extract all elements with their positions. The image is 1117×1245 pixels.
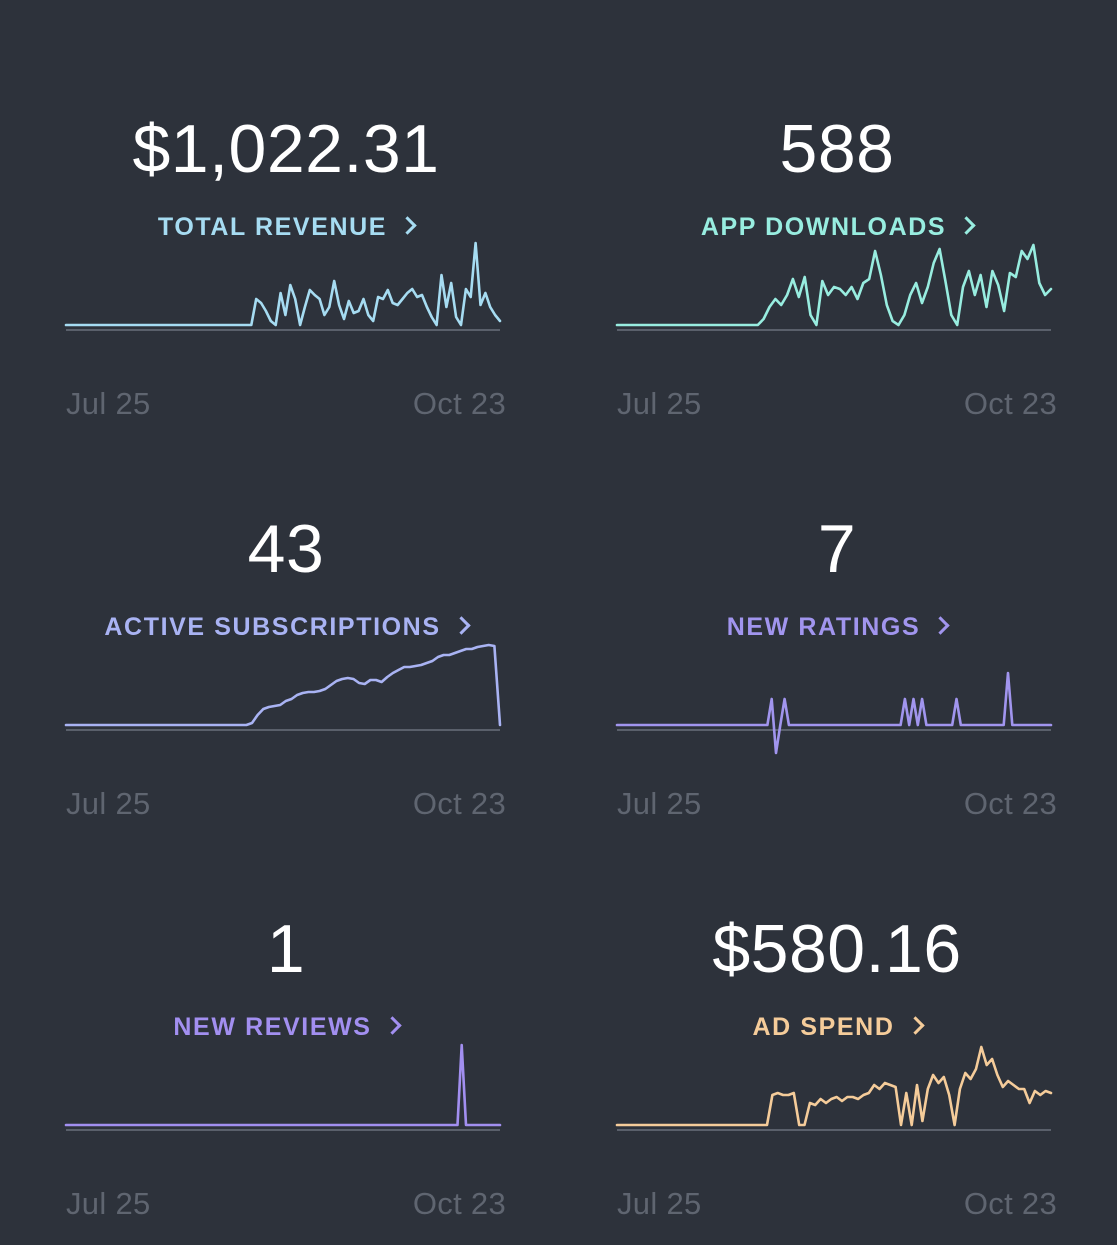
subscriptions-start-date: Jul 25 xyxy=(66,786,151,821)
reviews-card[interactable]: 1 NEW REVIEWS Jul 25 Oct 23 xyxy=(64,845,506,1245)
ratings-start-date: Jul 25 xyxy=(617,786,702,821)
ratings-sparkline xyxy=(615,671,1053,755)
reviews-value: 1 xyxy=(266,911,306,987)
revenue-value: $1,022.31 xyxy=(132,111,440,187)
series-line xyxy=(615,671,1053,755)
chevron-right-icon xyxy=(451,616,471,635)
ratings-end-date: Oct 23 xyxy=(963,786,1057,821)
adspend-end-date: Oct 23 xyxy=(963,1186,1057,1221)
subscriptions-label: ACTIVE SUBSCRIPTIONS xyxy=(104,613,441,641)
reviews-start-date: Jul 25 xyxy=(66,1186,151,1221)
downloads-link[interactable]: APP DOWNLOADS xyxy=(617,215,1057,240)
ratings-label: NEW RATINGS xyxy=(726,613,921,641)
adspend-label: AD SPEND xyxy=(752,1013,895,1041)
adspend-value: $580.16 xyxy=(712,911,962,987)
ratings-card[interactable]: 7 NEW RATINGS Jul 25 Oct 23 xyxy=(615,445,1057,845)
series-line xyxy=(615,243,1053,327)
reviews-label: NEW REVIEWS xyxy=(173,1013,372,1041)
series-line xyxy=(64,643,502,727)
downloads-label: APP DOWNLOADS xyxy=(700,213,947,241)
subscriptions-sparkline xyxy=(64,643,502,731)
adspend-link[interactable]: AD SPEND xyxy=(617,1015,1057,1040)
reviews-end-date: Oct 23 xyxy=(412,1186,506,1221)
subscriptions-end-date: Oct 23 xyxy=(412,786,506,821)
revenue-label: TOTAL REVENUE xyxy=(157,213,388,241)
chevron-right-icon xyxy=(957,216,976,235)
series-line xyxy=(615,1045,1053,1127)
subscriptions-value: 43 xyxy=(247,511,325,587)
ratings-link[interactable]: NEW RATINGS xyxy=(617,615,1057,640)
downloads-sparkline xyxy=(615,243,1053,331)
chevron-right-icon xyxy=(382,1016,402,1035)
adspend-start-date: Jul 25 xyxy=(617,1186,702,1221)
downloads-end-date: Oct 23 xyxy=(963,386,1057,421)
subscriptions-card[interactable]: 43 ACTIVE SUBSCRIPTIONS Jul 25 Oct 23 xyxy=(64,445,506,845)
downloads-card[interactable]: 588 APP DOWNLOADS Jul 25 Oct 23 xyxy=(615,45,1057,445)
revenue-end-date: Oct 23 xyxy=(412,386,506,421)
series-line xyxy=(64,241,502,327)
series-line xyxy=(64,1043,502,1127)
downloads-value: 588 xyxy=(779,111,895,187)
revenue-start-date: Jul 25 xyxy=(66,386,151,421)
reviews-sparkline xyxy=(64,1043,502,1131)
chevron-right-icon xyxy=(931,616,950,635)
revenue-sparkline xyxy=(64,241,502,331)
adspend-card[interactable]: $580.16 AD SPEND Jul 25 Oct 23 xyxy=(615,845,1057,1245)
subscriptions-link[interactable]: ACTIVE SUBSCRIPTIONS xyxy=(66,615,506,640)
chevron-right-icon xyxy=(905,1016,925,1035)
revenue-card[interactable]: $1,022.31 TOTAL REVENUE Jul 25 Oct 23 xyxy=(64,45,506,445)
chevron-right-icon xyxy=(398,216,417,235)
reviews-link[interactable]: NEW REVIEWS xyxy=(66,1015,506,1040)
ratings-value: 7 xyxy=(817,511,857,587)
downloads-start-date: Jul 25 xyxy=(617,386,702,421)
revenue-link[interactable]: TOTAL REVENUE xyxy=(66,215,506,240)
adspend-sparkline xyxy=(615,1045,1053,1131)
